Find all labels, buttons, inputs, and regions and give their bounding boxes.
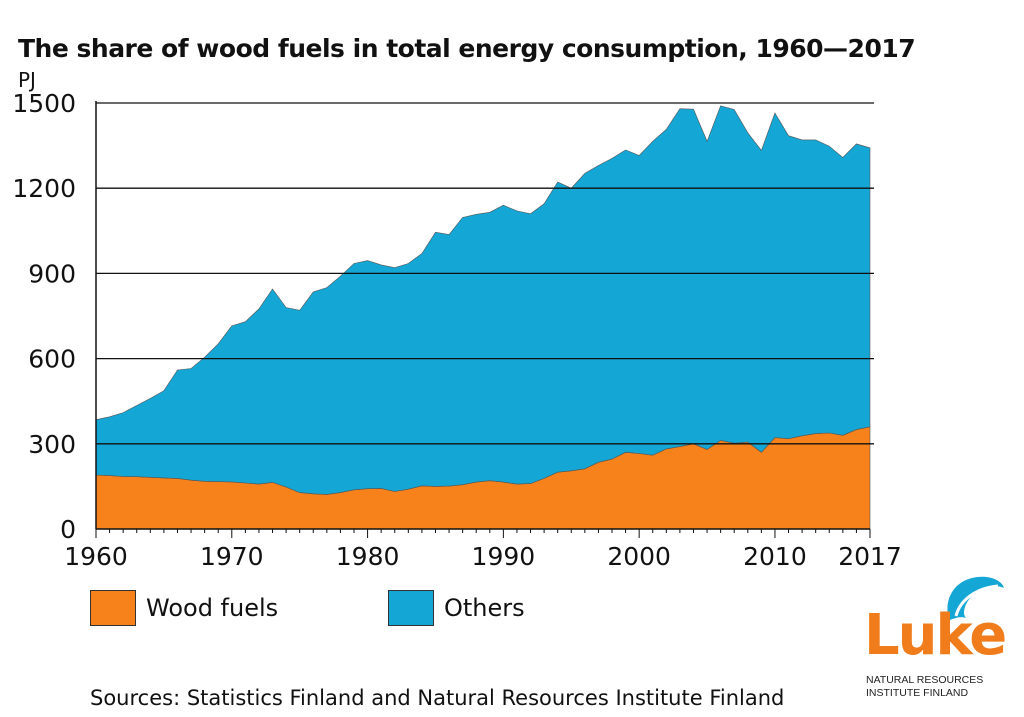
x-tick-label-2010: 2010: [743, 542, 807, 571]
logo-subtitle-line2: INSTITUTE FINLAND: [866, 687, 969, 699]
legend-label-wood-fuels: Wood fuels: [146, 594, 279, 622]
y-tick-labels: 0 300 600 900 1200 1500: [12, 89, 76, 544]
legend-swatch-wood-fuels: [90, 590, 136, 626]
luke-logo: Luke NATURAL RESOURCES INSTITUTE FINLAND: [864, 570, 1014, 710]
x-tick-label-1970: 1970: [200, 542, 264, 571]
y-tick-label-900: 900: [28, 259, 76, 288]
legend-swatch-others: [388, 590, 434, 626]
y-tick-label-300: 300: [28, 430, 76, 459]
leaf-speech-icon: [947, 576, 1004, 620]
y-tick-label-1500: 1500: [12, 89, 76, 118]
legend-item-wood-fuels: Wood fuels: [90, 590, 278, 626]
chart-gridlines: [96, 102, 874, 445]
area-others: [95, 105, 871, 495]
chart-axes: [95, 101, 871, 538]
y-tick-label-1200: 1200: [12, 174, 76, 203]
x-tick-labels: 1960 1970 1980 1990 2000 2010 2017: [64, 542, 902, 571]
y-tick-label-0: 0: [60, 515, 76, 544]
x-tick-label-2000: 2000: [607, 542, 671, 571]
x-tick-label-1980: 1980: [336, 542, 400, 571]
legend-item-others: Others: [388, 590, 525, 626]
logo-wordmark: Luke: [864, 603, 1007, 668]
legend-label-others: Others: [444, 594, 525, 622]
chart-areas: [95, 105, 871, 530]
x-tick-label-1990: 1990: [472, 542, 536, 571]
chart-title: The share of wood fuels in total energy …: [18, 34, 916, 63]
logo-subtitle-line1: NATURAL RESOURCES: [866, 674, 984, 686]
source-note: Sources: Statistics Finland and Natural …: [90, 686, 785, 710]
y-axis-unit: PJ: [18, 68, 36, 92]
x-tick-label-1960: 1960: [64, 542, 128, 571]
x-tick-label-2017: 2017: [838, 542, 902, 571]
y-tick-label-600: 600: [28, 345, 76, 374]
